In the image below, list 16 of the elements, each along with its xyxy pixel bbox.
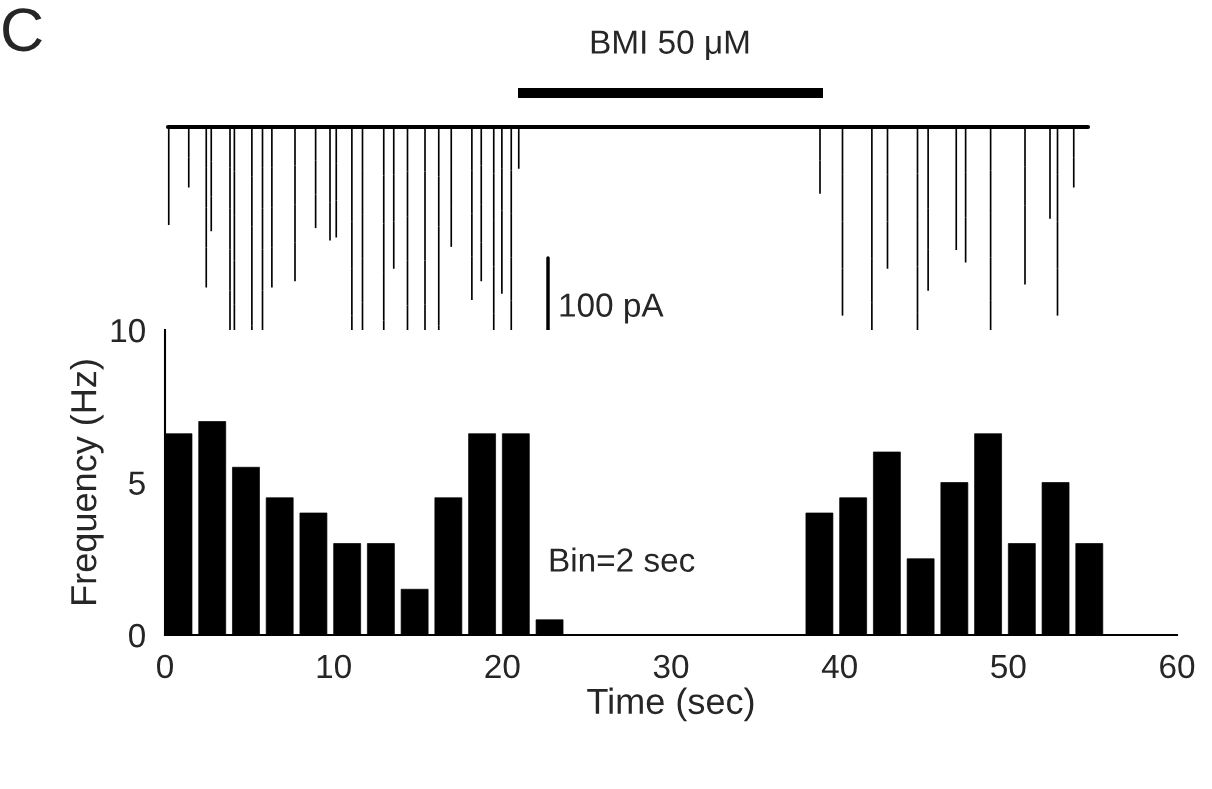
x-tick-label: 50 [991,654,1026,679]
y-axis-title: Frequency (Hz) [69,360,104,604]
x-tick-label: 30 [653,654,689,679]
x-axis-title: Time (sec) [587,687,754,722]
x-tick-label: 40 [821,654,857,679]
x-tick-label: 60 [1160,654,1195,679]
x-tick-label: 0 [157,654,173,679]
y-tick-label: 10 [111,318,145,343]
annotation: Bin=2 sec [550,547,695,572]
text: C [3,8,42,52]
y-tick-label: 0 [129,623,145,648]
text: BMI 50 μM [591,30,749,61]
y-tick-label: 5 [129,471,145,495]
text: 100 pA [560,293,664,324]
x-tick-label: 20 [485,654,520,679]
x-tick-label: 10 [317,654,351,679]
